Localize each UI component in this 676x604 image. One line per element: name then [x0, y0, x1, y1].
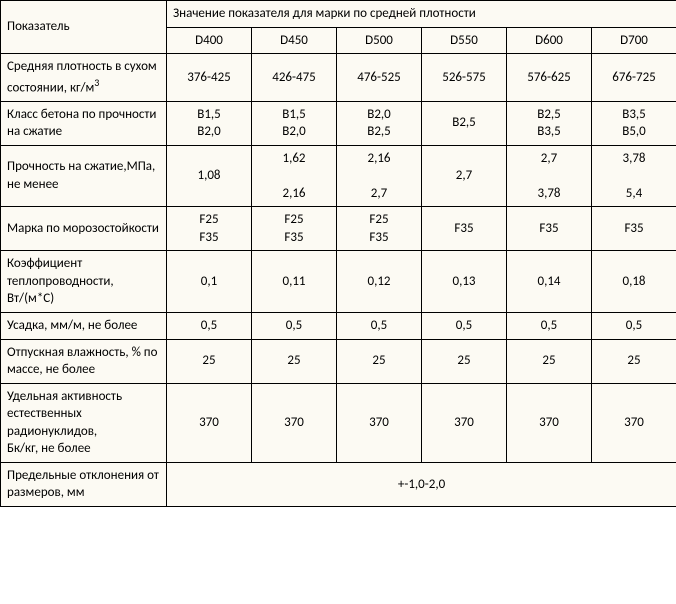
cell: 0,5	[337, 312, 422, 339]
col-d600: D600	[507, 27, 592, 54]
cell: 3,78 5,4	[592, 145, 676, 207]
footer-row: Предельные отклонения от размеров, мм+-1…	[1, 462, 676, 506]
header-param: Показатель	[1, 1, 167, 54]
col-d500: D500	[337, 27, 422, 54]
table-row: Класс бетона по прочности на сжатиеВ1,5 …	[1, 101, 676, 145]
cell: 370	[167, 383, 252, 462]
row-label: Средняя плотность в сухом состоянии, кг/…	[1, 54, 167, 101]
cell: 1,62 2,16	[252, 145, 337, 207]
cell: 0,11	[252, 251, 337, 313]
cell: В1,5 В2,0	[252, 101, 337, 145]
table-row: Коэффициент теплопроводности, Вт/(м*С)0,…	[1, 251, 676, 313]
cell: F25 F35	[252, 207, 337, 251]
cell: 576-625	[507, 54, 592, 101]
table-row: Прочность на сжатие,МПа, не менее1,081,6…	[1, 145, 676, 207]
cell: 370	[337, 383, 422, 462]
cell: 25	[167, 339, 252, 383]
row-label: Марка по морозостойкости	[1, 207, 167, 251]
col-d450: D450	[252, 27, 337, 54]
cell: 0,18	[592, 251, 676, 313]
cell: 370	[592, 383, 676, 462]
cell: 0,5	[507, 312, 592, 339]
cell: F35	[507, 207, 592, 251]
row-label: Усадка, мм/м, не более	[1, 312, 167, 339]
row-label: Удельная активность естественных радиону…	[1, 383, 167, 462]
col-d400: D400	[167, 27, 252, 54]
col-d550: D550	[422, 27, 507, 54]
cell: 370	[252, 383, 337, 462]
cell: 0,13	[422, 251, 507, 313]
row-label: Прочность на сжатие,МПа, не менее	[1, 145, 167, 207]
cell: В3,5 В5,0	[592, 101, 676, 145]
cell: F35	[422, 207, 507, 251]
cell: 376-425	[167, 54, 252, 101]
cell: F35	[592, 207, 676, 251]
table-row: Средняя плотность в сухом состоянии, кг/…	[1, 54, 676, 101]
cell: В1,5 В2,0	[167, 101, 252, 145]
cell: 25	[592, 339, 676, 383]
cell: В2,5	[422, 101, 507, 145]
cell: 370	[422, 383, 507, 462]
row-label: Коэффициент теплопроводности, Вт/(м*С)	[1, 251, 167, 313]
cell: 25	[422, 339, 507, 383]
cell: 0,12	[337, 251, 422, 313]
cell: F25 F35	[337, 207, 422, 251]
cell: 426-475	[252, 54, 337, 101]
cell: 25	[252, 339, 337, 383]
cell: 2,7	[422, 145, 507, 207]
row-label: Класс бетона по прочности на сжатие	[1, 101, 167, 145]
cell: 526-575	[422, 54, 507, 101]
table-row: Удельная активность естественных радиону…	[1, 383, 676, 462]
cell: 0,5	[167, 312, 252, 339]
spec-table: Показатель Значение показателя для марки…	[0, 0, 676, 507]
footer-value: +-1,0-2,0	[167, 462, 676, 506]
cell: F25 F35	[167, 207, 252, 251]
cell: 25	[337, 339, 422, 383]
cell: 1,08	[167, 145, 252, 207]
header-group: Значение показателя для марки по средней…	[167, 1, 676, 28]
footer-label: Предельные отклонения от размеров, мм	[1, 462, 167, 506]
table-row: Усадка, мм/м, не более0,50,50,50,50,50,5	[1, 312, 676, 339]
table-row: Марка по морозостойкостиF25 F35F25 F35F2…	[1, 207, 676, 251]
col-d700: D700	[592, 27, 676, 54]
cell: 0,5	[592, 312, 676, 339]
table-container: Показатель Значение показателя для марки…	[0, 0, 676, 507]
cell: 0,1	[167, 251, 252, 313]
cell: В2,0 В2,5	[337, 101, 422, 145]
cell: 0,5	[422, 312, 507, 339]
table-row: Отпускная влажность, % по массе, не боле…	[1, 339, 676, 383]
cell: 0,14	[507, 251, 592, 313]
cell: 2,16 2,7	[337, 145, 422, 207]
row-label: Отпускная влажность, % по массе, не боле…	[1, 339, 167, 383]
cell: В2,5 В3,5	[507, 101, 592, 145]
cell: 370	[507, 383, 592, 462]
cell: 676-725	[592, 54, 676, 101]
table-body: Средняя плотность в сухом состоянии, кг/…	[1, 54, 676, 507]
cell: 0,5	[252, 312, 337, 339]
cell: 476-525	[337, 54, 422, 101]
cell: 25	[507, 339, 592, 383]
cell: 2,7 3,78	[507, 145, 592, 207]
